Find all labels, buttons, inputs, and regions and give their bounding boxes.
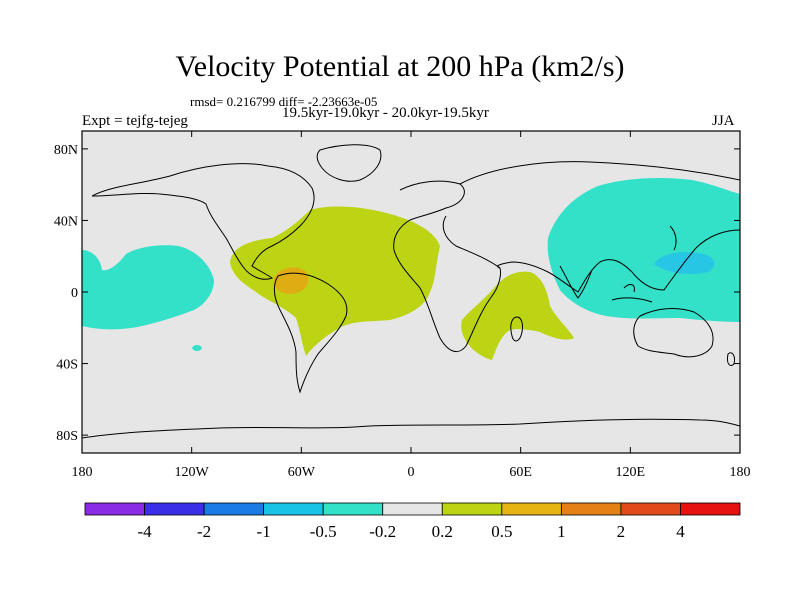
latitude-axis: 80N 40N 0 40S 80S — [54, 143, 740, 444]
colorbar-swatch — [560, 502, 622, 516]
colorbar-swatch — [620, 502, 681, 516]
colorbar-swatch — [441, 502, 503, 516]
colorbar-label: 1 — [557, 522, 566, 541]
experiment-line: Expt = tejfg-tejeg — [82, 113, 188, 129]
colorbar-label: 0.5 — [491, 522, 512, 541]
lat-tick-label: 80N — [54, 143, 78, 158]
negative-anomaly-west-pacific-asia — [547, 178, 740, 322]
colorbar: -4 -2 -1 -0.5 -0.2 0.2 0.5 1 2 4 — [84, 502, 741, 541]
lon-tick-label: 120E — [616, 465, 646, 480]
colorbar-swatch — [203, 502, 265, 516]
positive-core-south-america — [273, 267, 309, 294]
lon-tick-label: 60W — [288, 465, 316, 480]
colorbar-label: 4 — [676, 522, 685, 541]
negative-blob-pacific-small — [170, 279, 177, 286]
chart-title: Velocity Potential at 200 hPa (km2/s) — [175, 50, 625, 83]
colorbar-label: -2 — [197, 522, 211, 541]
colorbar-swatch — [680, 502, 741, 516]
lat-tick-label: 40N — [54, 214, 78, 229]
colorbar-swatch — [501, 502, 562, 516]
colorbar-swatch — [84, 502, 145, 516]
negative-blob-south-pacific — [192, 345, 202, 351]
colorbar-swatch — [382, 502, 443, 516]
colorbar-label: -0.5 — [310, 522, 337, 541]
positive-anomaly-americas-atlantic — [230, 206, 440, 356]
lon-tick-label: 60E — [509, 465, 532, 480]
colorbar-label: -1 — [257, 522, 271, 541]
colorbar-swatch — [322, 502, 384, 516]
colorbar-swatch — [144, 502, 205, 516]
colorbar-label: 2 — [617, 522, 626, 541]
positive-anomaly-indian-ocean — [461, 271, 574, 360]
lat-tick-label: 0 — [71, 286, 78, 301]
lon-tick-label: 0 — [408, 465, 415, 480]
longitude-axis: 180 120W 60W 0 60E 120E 180 — [72, 131, 751, 480]
negative-anomaly-east-pacific — [82, 245, 214, 330]
colorbar-label: 0.2 — [432, 522, 453, 541]
lon-tick-label: 120W — [175, 465, 210, 480]
stats-line: rmsd= 0.216799 diff= -2.23663e-05 — [190, 94, 378, 109]
colorbar-label: -4 — [137, 522, 152, 541]
contour-layer — [82, 144, 740, 439]
lat-tick-label: 80S — [56, 429, 78, 444]
lon-tick-label: 180 — [730, 465, 751, 480]
lat-tick-label: 40S — [56, 358, 78, 373]
season-label: JJA — [712, 113, 735, 129]
lon-tick-label: 180 — [72, 465, 93, 480]
period-line: 19.5kyr-19.0kyr - 20.0kyr-19.5kyr — [282, 105, 489, 121]
coastlines — [82, 144, 740, 439]
colorbar-label: -0.2 — [369, 522, 396, 541]
colorbar-swatch — [263, 502, 324, 516]
